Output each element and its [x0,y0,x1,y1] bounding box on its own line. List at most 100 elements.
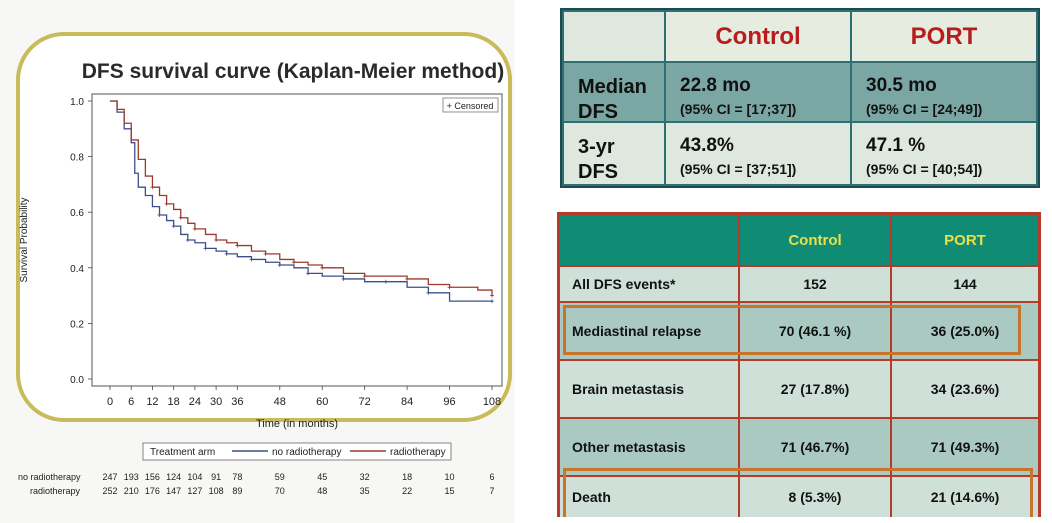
events-all-port: 144 [892,267,1038,301]
risk-value: 127 [187,486,203,496]
x-tick-label: 36 [231,396,243,408]
median-control-main: 22.8 mo [680,75,751,96]
risk-value: 124 [166,472,182,482]
median-header-control: Control [666,12,850,61]
risk-row-label-no-radiotherapy: no radiotherapy [18,472,81,482]
risk-value: 108 [208,486,224,496]
y-tick-label: 0.4 [70,264,84,275]
events-header-control: Control [740,215,890,265]
risk-value: 59 [274,472,285,482]
threeyr-control-value: 43.8% (95% CI = [37;51]) [666,123,850,184]
risk-value: 35 [359,486,370,496]
chart-title: DFS survival curve (Kaplan-Meier method) [82,60,504,83]
x-tick-label: 84 [401,396,413,408]
km-curve-radiotherapy [110,100,493,296]
events-brain-control: 27 (17.8%) [740,361,890,417]
median-port-main: 30.5 mo [866,75,937,96]
risk-value: 70 [274,486,285,496]
events-mediastinal-port: 36 (25.0%) [892,303,1038,359]
events-mediastinal-control: 70 (46.1 %) [740,303,890,359]
risk-value: 176 [144,486,160,496]
events-row-label-brain: Brain metastasis [560,361,738,417]
threeyr-port-ci: (95% CI = [40;54]) [866,161,983,177]
risk-value: 193 [123,472,139,482]
series-group [110,100,494,304]
y-tick-label: 0.2 [70,319,84,330]
threeyr-port-main: 47.1 % [866,135,926,156]
risk-value: 7 [489,486,495,496]
series-legend-box [142,442,452,461]
median-row-label-median-dfs: Median DFS [564,63,664,123]
threeyr-port-value: 47.1 % (95% CI = [40;54]) [852,123,1036,184]
threeyr-row-label-line1: 3-yr [578,136,615,158]
risk-value: 252 [102,486,118,496]
plot-area [91,93,503,387]
censored-legend-label: + Censored [447,101,494,111]
risk-value: 32 [359,472,370,482]
x-tick-label: 18 [168,396,180,408]
y-tick-label: 0.6 [70,208,84,219]
number-at-risk-table: no radiotherapy radiotherapy 247 193 15 6 12… [0,468,515,508]
risk-value: 91 [211,472,222,482]
y-tick-label: 1.0 [70,97,84,108]
events-other-port: 71 (49.3%) [892,419,1038,475]
km-curve-no-radiotherapy [110,100,492,302]
events-other-control: 71 (46.7%) [740,419,890,475]
median-row-label-line2: DFS [578,101,618,123]
median-control-value: 22.8 mo (95% CI = [17;37]) [666,63,850,121]
risk-value: 45 [317,472,328,482]
events-death-port: 21 (14.6%) [892,477,1038,517]
legend-label-no-radiotherapy: no radiotherapy [272,447,342,458]
events-brain-port: 34 (23.6%) [892,361,1038,417]
x-tick-label: 108 [483,396,501,408]
risk-value: 78 [232,472,243,482]
median-header-port: PORT [852,12,1036,61]
x-axis-label: Time (in months) [256,418,338,430]
x-tick-label: 0 [107,396,113,408]
events-row-label-other: Other metastasis [560,419,738,475]
risk-value: 104 [187,472,203,482]
median-row-label-line1: Median [578,76,647,98]
risk-value: 18 [402,472,413,482]
median-port-value: 30.5 mo (95% CI = [24;49]) [852,63,1036,121]
x-tick-label: 24 [189,396,201,408]
risk-row-label-radiotherapy: radiotherapy [30,486,81,496]
threeyr-row-label-line2: DFS [578,161,618,183]
median-control-ci: (95% CI = [17;37]) [680,101,797,117]
risk-value: 15 [444,486,455,496]
events-row-label-mediastinal: Mediastinal relapse [560,303,738,359]
x-tick-label: 60 [316,396,328,408]
risk-value: 89 [232,486,243,496]
median-port-ci: (95% CI = [24;49]) [866,101,983,117]
events-row-label-all: All DFS events* [560,267,738,301]
events-row-label-death: Death [560,477,738,517]
censored-legend-box [442,97,499,113]
risk-value: 10 [444,472,455,482]
km-chart: DFS survival curve (Kaplan-Meier method)… [19,60,504,461]
x-tick-label: 48 [274,396,286,408]
x-tick-label: 30 [210,396,222,408]
risk-value: 48 [317,486,328,496]
threeyr-control-ci: (95% CI = [37;51]) [680,161,797,177]
events-all-control: 152 [740,267,890,301]
x-tick-label: 6 [128,396,134,408]
risk-value: 247 [102,472,118,482]
threeyr-control-main: 43.8% [680,135,734,156]
axes: 0 6 12 18 24 30 36 48 60 72 84 96 108 0.0 0.2 0.4 0.6 0.8… [70,97,501,408]
risk-value: 147 [166,486,182,496]
y-tick-label: 0.8 [70,153,84,164]
events-death-control: 8 (5.3%) [740,477,890,517]
y-tick-label: 0.0 [70,375,84,386]
dfs-events-table: Control PORT All DFS events* 152 144 Med… [557,212,1041,517]
events-header-port: PORT [892,215,1038,265]
km-figure-panel: DFS survival curve (Kaplan-Meier method)… [0,0,515,523]
events-table-corner [560,215,738,265]
mediastinal-highlight-box [563,305,1021,355]
risk-value: 6 [489,472,495,482]
median-table-corner [564,12,664,61]
risk-value: 22 [402,486,413,496]
legend-label-radiotherapy: radiotherapy [390,447,446,458]
y-axis-label: Survival Probability [19,197,30,282]
risk-value: 210 [123,486,139,496]
x-tick-label: 72 [359,396,371,408]
